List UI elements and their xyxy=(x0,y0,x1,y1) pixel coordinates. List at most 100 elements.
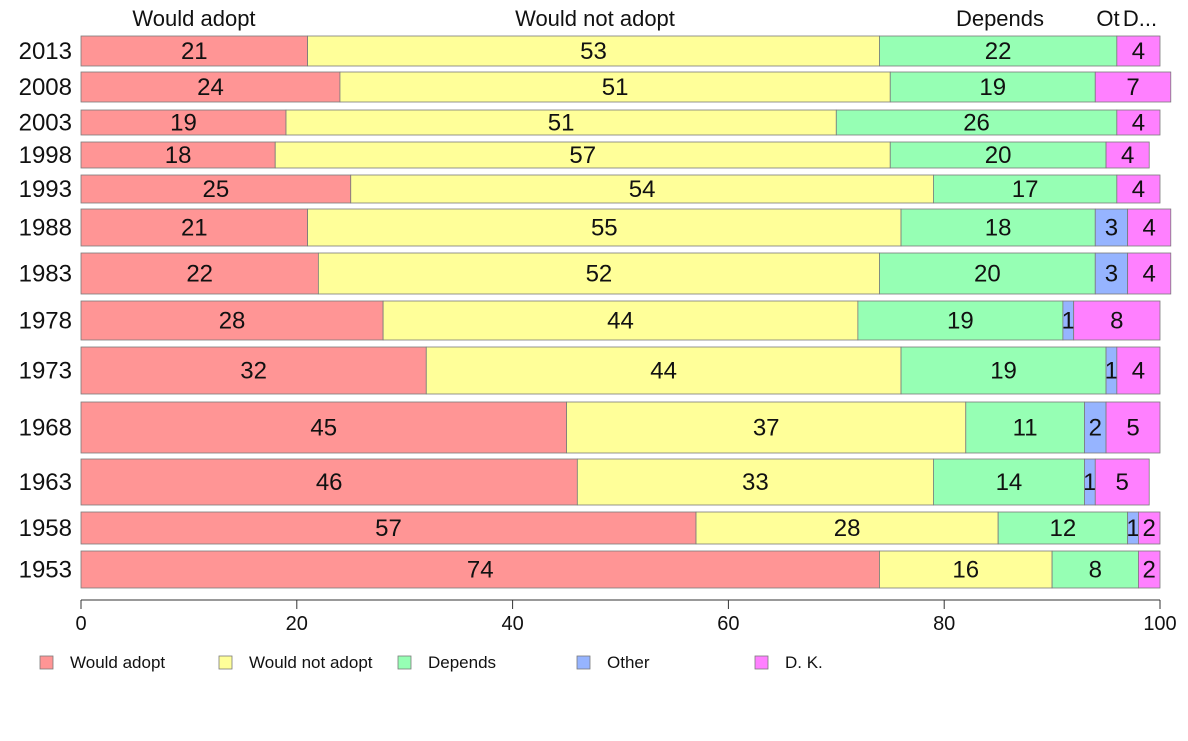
data-label: 51 xyxy=(602,74,629,101)
data-label: 54 xyxy=(629,176,656,203)
y-tick-label: 1993 xyxy=(19,176,72,203)
data-label: 19 xyxy=(947,308,974,335)
data-label: 2 xyxy=(1143,557,1156,584)
y-tick-label: 1998 xyxy=(19,142,72,169)
y-tick-label: 1978 xyxy=(19,308,72,335)
series-header-label: D... xyxy=(1123,6,1157,31)
bar-segment xyxy=(80,141,276,169)
y-tick-label: 1988 xyxy=(19,215,72,242)
legend-label: D. K. xyxy=(785,653,823,672)
y-tick-label: 1963 xyxy=(19,469,72,496)
bar-segment xyxy=(576,458,934,506)
data-label: 11 xyxy=(1013,415,1038,442)
data-label: 4 xyxy=(1132,38,1145,65)
bar-segment xyxy=(80,71,341,103)
data-label: 5 xyxy=(1116,469,1129,496)
bar-segment xyxy=(933,174,1118,204)
x-tick-label: 0 xyxy=(75,613,86,635)
y-tick-label: 1953 xyxy=(19,557,72,584)
data-label: 33 xyxy=(742,469,769,496)
bar-segment xyxy=(879,252,1096,295)
data-label: 26 xyxy=(963,110,990,137)
bar-segment xyxy=(1094,458,1150,506)
bar-segment xyxy=(80,208,308,247)
bar-segment xyxy=(900,346,1107,395)
bar-segment xyxy=(1094,71,1172,103)
legend-swatch xyxy=(218,655,233,670)
data-label: 19 xyxy=(990,358,1017,385)
data-label: 7 xyxy=(1126,74,1139,101)
bar-segment xyxy=(350,174,934,204)
bar-segment xyxy=(80,511,697,545)
bar-segment xyxy=(1094,252,1129,295)
bar-segment xyxy=(900,208,1096,247)
data-label: 32 xyxy=(240,358,267,385)
data-label: 20 xyxy=(974,261,1001,288)
data-label: 5 xyxy=(1126,415,1139,442)
bar-segment xyxy=(339,71,891,103)
y-tick-label: 2003 xyxy=(19,110,72,137)
y-tick-label: 1968 xyxy=(19,415,72,442)
data-label: 8 xyxy=(1089,557,1102,584)
series-header-label: Depends xyxy=(956,6,1044,31)
bar-segment xyxy=(879,550,1053,589)
data-label: 22 xyxy=(985,38,1012,65)
data-label: 1 xyxy=(1126,515,1139,542)
bar-segment xyxy=(80,109,287,136)
legend-swatch xyxy=(39,655,54,670)
bar-segment xyxy=(933,458,1085,506)
series-header-label: Would not adopt xyxy=(515,6,675,31)
data-label: 21 xyxy=(181,38,208,65)
data-label: 19 xyxy=(979,74,1006,101)
bar-segment xyxy=(285,109,837,136)
data-label: 46 xyxy=(316,469,343,496)
data-label: 25 xyxy=(203,176,230,203)
data-label: 14 xyxy=(996,469,1023,496)
data-label: 55 xyxy=(591,215,618,242)
data-label: 44 xyxy=(607,308,634,335)
bar-segment xyxy=(80,458,578,506)
data-label: 4 xyxy=(1132,110,1145,137)
y-tick-label: 1973 xyxy=(19,358,72,385)
data-label: 2 xyxy=(1089,415,1102,442)
data-label: 28 xyxy=(219,308,246,335)
bar-segment xyxy=(1073,300,1161,341)
y-tick-label: 2013 xyxy=(19,38,72,65)
data-label: 24 xyxy=(197,74,224,101)
data-label: 3 xyxy=(1105,215,1118,242)
data-label: 74 xyxy=(467,557,494,584)
data-label: 1 xyxy=(1105,358,1118,385)
x-tick-label: 100 xyxy=(1143,613,1176,635)
bar-segment xyxy=(307,35,880,67)
data-label: 19 xyxy=(170,110,197,137)
data-label: 4 xyxy=(1132,176,1145,203)
bar-segment xyxy=(425,346,902,395)
bar-segment xyxy=(1127,208,1172,247)
bar-segment xyxy=(1116,346,1161,395)
x-tick-label: 80 xyxy=(933,613,955,635)
bar-segment xyxy=(1116,35,1161,67)
bar-segment xyxy=(1116,109,1161,136)
bar-segment xyxy=(1105,401,1161,454)
bar-segment xyxy=(80,401,567,454)
data-label: 1 xyxy=(1062,308,1075,335)
legend-swatch xyxy=(754,655,769,670)
data-label: 37 xyxy=(753,415,780,442)
data-label: 21 xyxy=(181,215,208,242)
data-label: 16 xyxy=(952,557,979,584)
bar-segment xyxy=(80,174,352,204)
legend-label: Depends xyxy=(428,653,496,672)
data-label: 12 xyxy=(1050,515,1077,542)
data-label: 57 xyxy=(375,515,402,542)
data-label: 18 xyxy=(165,142,192,169)
data-label: 4 xyxy=(1143,261,1156,288)
data-label: 17 xyxy=(1012,176,1039,203)
data-label: 3 xyxy=(1105,261,1118,288)
data-label: 52 xyxy=(586,261,613,288)
data-label: 28 xyxy=(834,515,861,542)
bar-segment xyxy=(274,141,891,169)
data-label: 4 xyxy=(1121,142,1134,169)
legend-swatch xyxy=(397,655,412,670)
bar-segment xyxy=(80,300,384,341)
